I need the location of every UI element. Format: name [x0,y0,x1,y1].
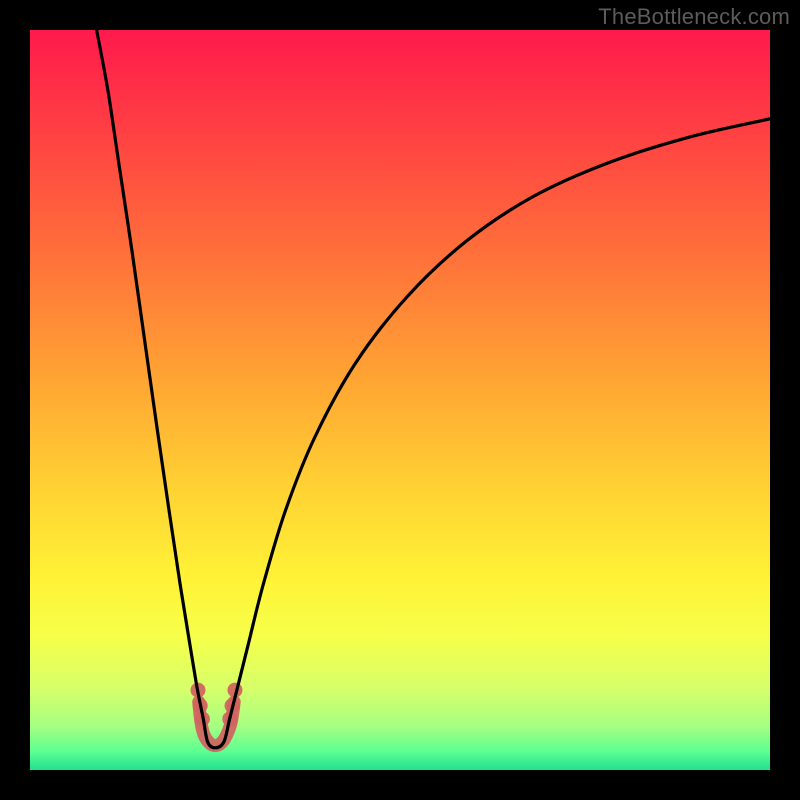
plot-area [30,30,770,770]
chart-stage: TheBottleneck.com [0,0,800,800]
curve-svg [30,30,770,770]
watermark-text: TheBottleneck.com [598,4,790,30]
bottleneck-curve-line [97,30,770,748]
